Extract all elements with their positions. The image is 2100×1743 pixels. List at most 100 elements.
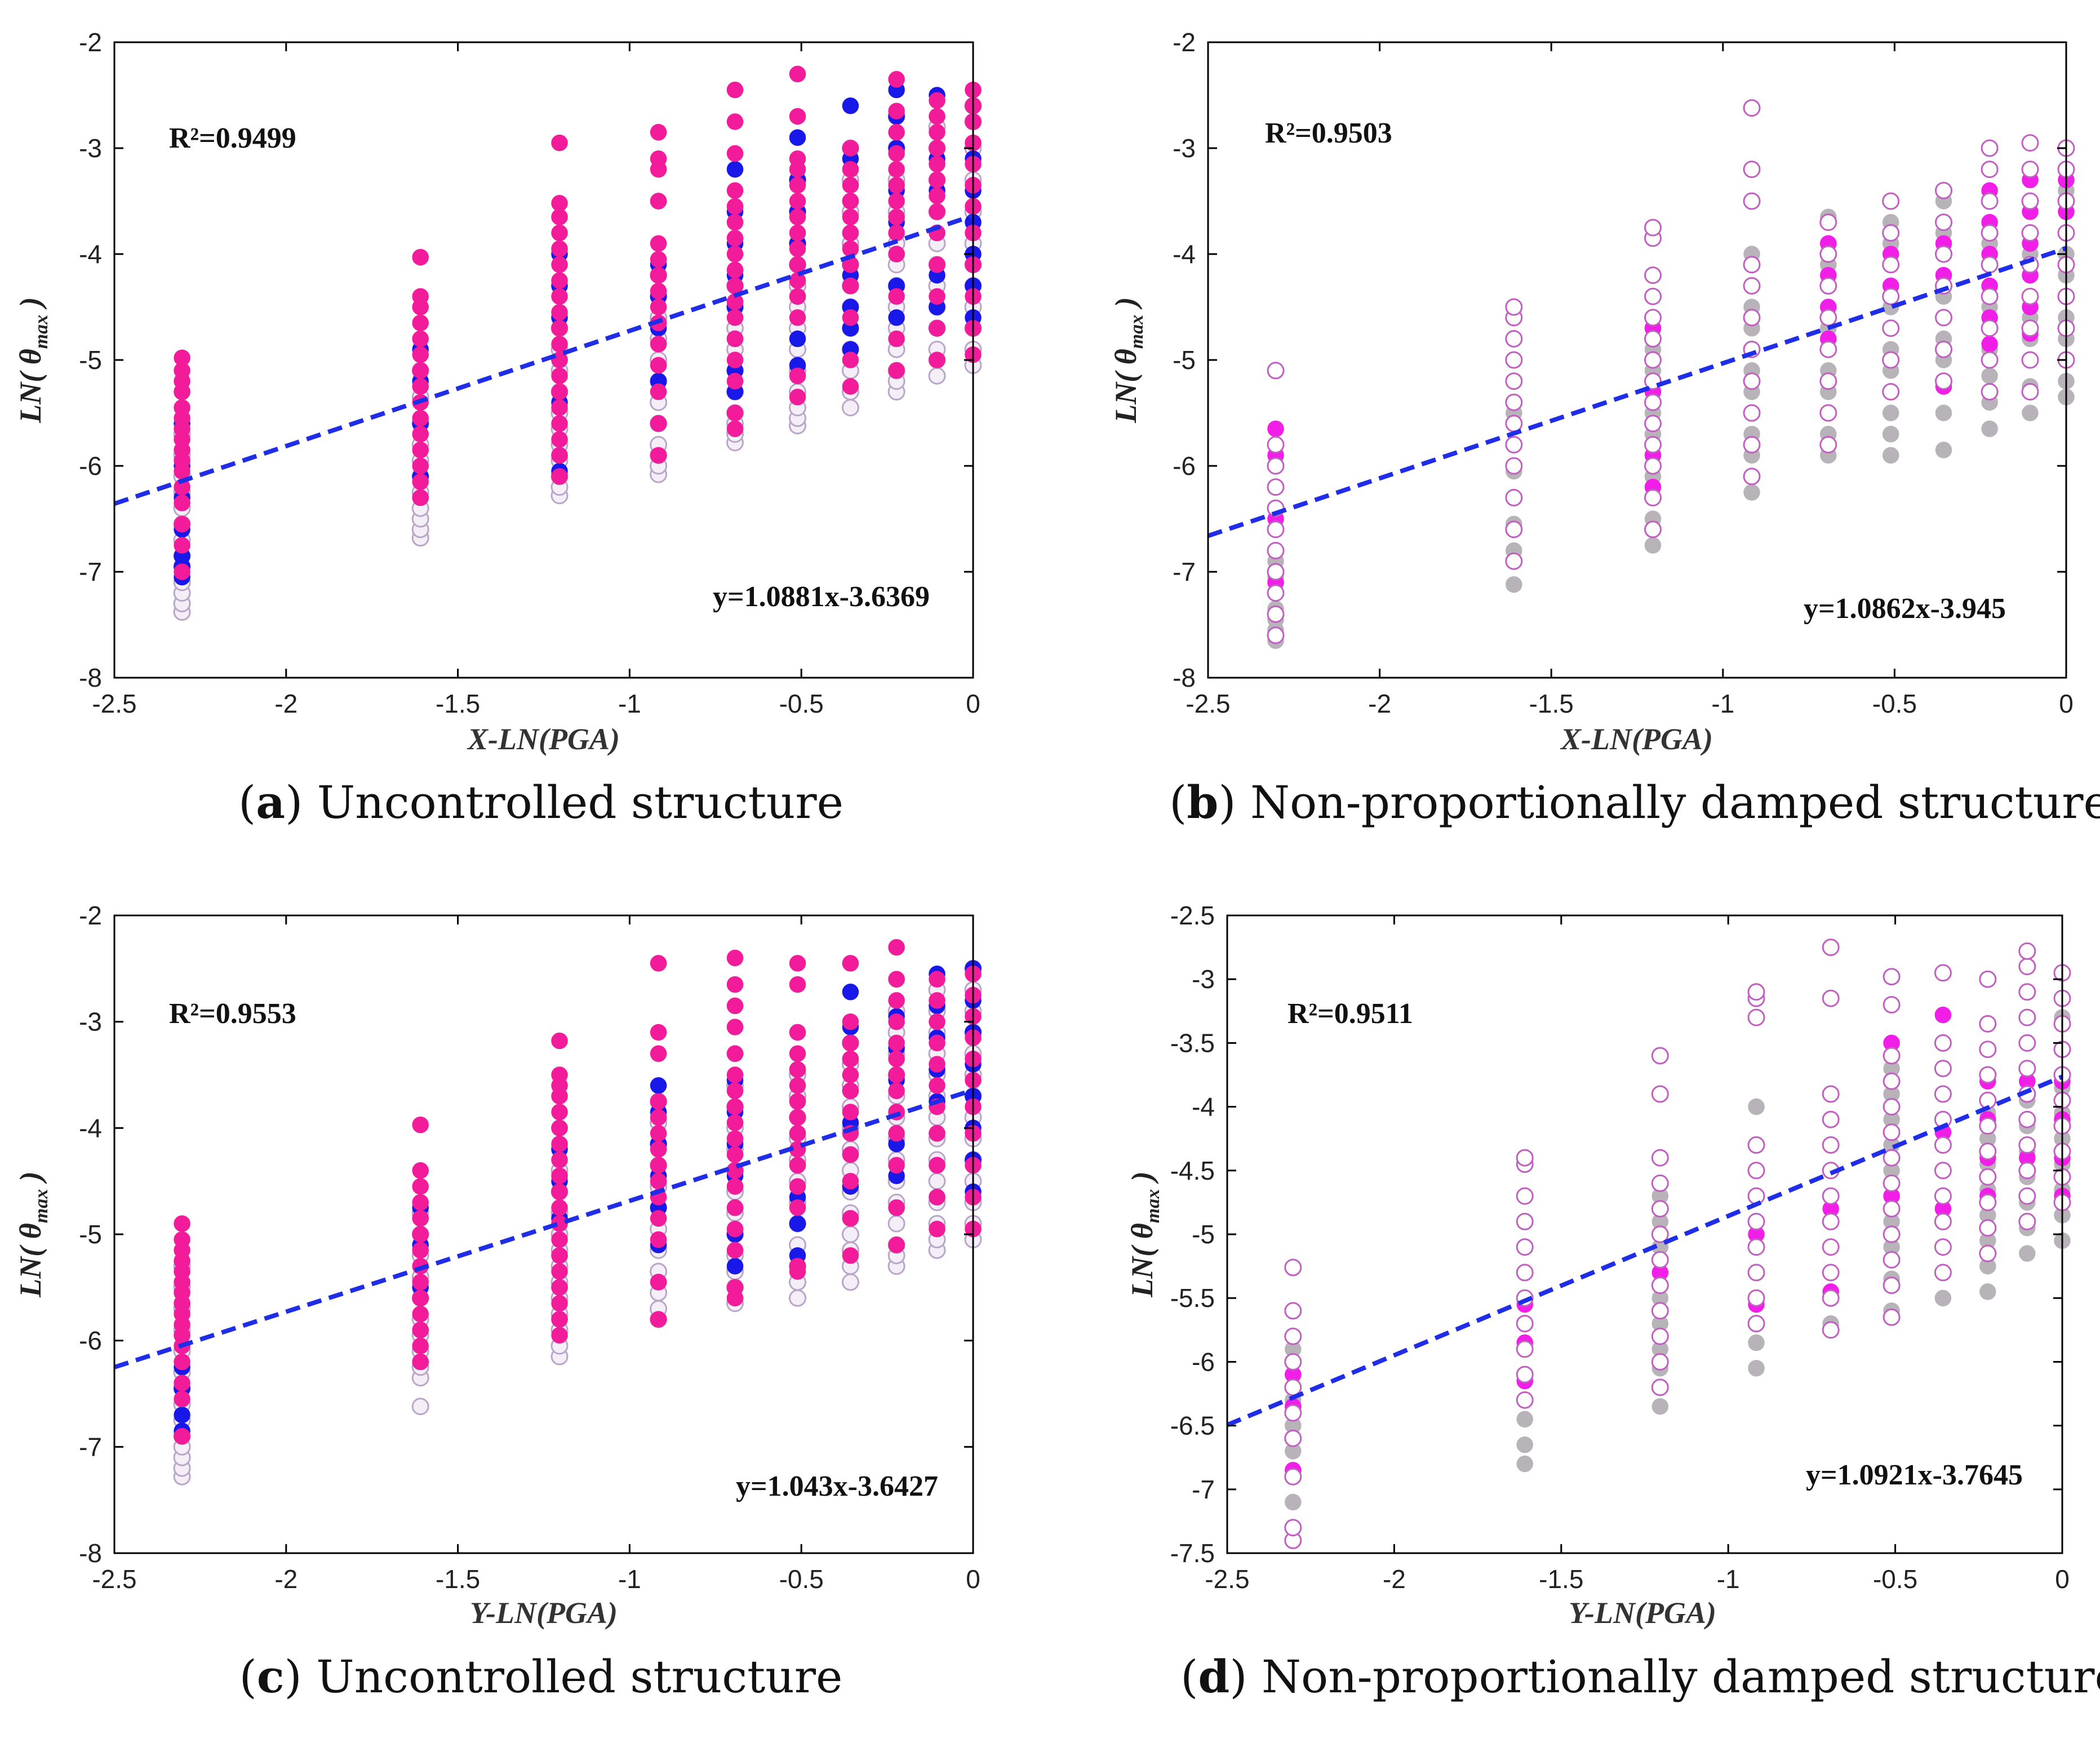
data-point [888, 971, 905, 988]
data-point [2018, 1110, 2036, 1128]
data-point [888, 362, 905, 379]
data-point [412, 288, 429, 305]
caption-open-paren: ( [238, 776, 256, 829]
data-point [789, 330, 806, 348]
data-point [2021, 192, 2039, 210]
data-point [1883, 1251, 1901, 1269]
data-point [726, 145, 744, 162]
data-point [2018, 1136, 2036, 1154]
y-tick-label: -6 [1192, 1347, 1215, 1376]
data-point [2021, 287, 2039, 305]
data-point [1644, 521, 1662, 539]
data-point [888, 1125, 905, 1142]
y-tick-label: -5 [1173, 345, 1196, 375]
data-point [842, 378, 859, 395]
data-point [650, 955, 667, 972]
caption-close-paren: ) [1229, 1651, 1262, 1703]
data-point [789, 1257, 806, 1275]
data-point [1934, 1085, 1952, 1103]
data-point [1284, 1327, 1302, 1345]
caption-open-paren: ( [1180, 1651, 1198, 1703]
caption-text: Uncontrolled structure [316, 1651, 842, 1703]
data-point [650, 1024, 667, 1041]
caption-letter: b [1187, 776, 1218, 829]
x-tick-label: -2 [274, 1564, 298, 1594]
data-point [1935, 404, 1952, 421]
x-axis-label: X-LN(PGA) [467, 722, 620, 756]
data-point [412, 362, 429, 379]
data-point [1644, 537, 1662, 554]
data-point [1651, 1277, 1669, 1295]
data-point [412, 378, 429, 395]
data-point [789, 65, 806, 83]
data-point [551, 383, 568, 401]
data-point [551, 399, 568, 416]
data-point [888, 246, 905, 263]
data-point [888, 330, 905, 348]
data-point [1516, 1187, 1534, 1205]
data-point [842, 277, 859, 295]
y-tick-label: -4 [1192, 1092, 1215, 1122]
data-point [789, 1024, 806, 1041]
data-point [2018, 1034, 2036, 1052]
data-point [1979, 1015, 1997, 1033]
data-point [1644, 287, 1662, 305]
data-point [888, 193, 905, 210]
data-point [789, 1093, 806, 1110]
data-point [929, 288, 945, 305]
data-point [551, 256, 568, 273]
data-point [1979, 1283, 1996, 1300]
y-axis-label: LN( θmax ) [1125, 1171, 1164, 1297]
y-tick-label: -4 [1173, 239, 1196, 269]
data-point [1644, 351, 1662, 369]
data-point [1819, 340, 1837, 358]
data-point [1267, 541, 1285, 559]
data-point [1883, 1047, 1901, 1065]
data-point [1822, 1085, 1840, 1103]
data-point [842, 1066, 859, 1083]
data-point [929, 352, 945, 368]
data-point [1267, 435, 1285, 453]
data-point [2018, 1212, 2036, 1230]
data-point [842, 1146, 859, 1163]
series-magenta [174, 939, 982, 1445]
data-point [650, 1210, 667, 1227]
data-point [842, 177, 859, 194]
y-tick-label: -8 [1173, 663, 1196, 692]
data-point [1979, 1193, 1997, 1211]
data-point [1819, 372, 1837, 390]
data-point [174, 563, 190, 580]
data-point [1267, 521, 1285, 539]
data-point [1819, 404, 1837, 422]
data-point [842, 1172, 859, 1190]
data-point [1267, 478, 1285, 496]
data-point [1819, 435, 1837, 453]
data-point [2018, 1187, 2036, 1205]
data-point [1651, 1379, 1669, 1397]
x-tick-label: 0 [966, 689, 980, 718]
y-tick-label: -2 [79, 28, 102, 57]
data-point [412, 1162, 429, 1179]
data-point [2021, 161, 2039, 179]
data-point [929, 256, 945, 273]
data-point [789, 1178, 806, 1195]
data-point [650, 1077, 667, 1094]
x-axis-label: X-LN(PGA) [1560, 722, 1713, 756]
data-point [1979, 1142, 1997, 1160]
caption-letter: c [257, 1650, 285, 1703]
regression-line [1226, 1074, 2063, 1428]
data-point [929, 1157, 945, 1174]
x-tick-label: -1 [618, 689, 641, 718]
plot-area [1227, 915, 2062, 1553]
x-tick-label: -1 [618, 1564, 641, 1594]
data-point [650, 1045, 667, 1062]
data-point [2018, 1060, 2036, 1078]
data-point [650, 1093, 667, 1110]
data-point [1981, 367, 1998, 384]
data-point [888, 103, 905, 119]
y-tick-label: -5 [1192, 1220, 1215, 1249]
data-point [1651, 1085, 1669, 1103]
data-point [551, 1311, 568, 1328]
y-tick-label: -7 [79, 557, 102, 586]
